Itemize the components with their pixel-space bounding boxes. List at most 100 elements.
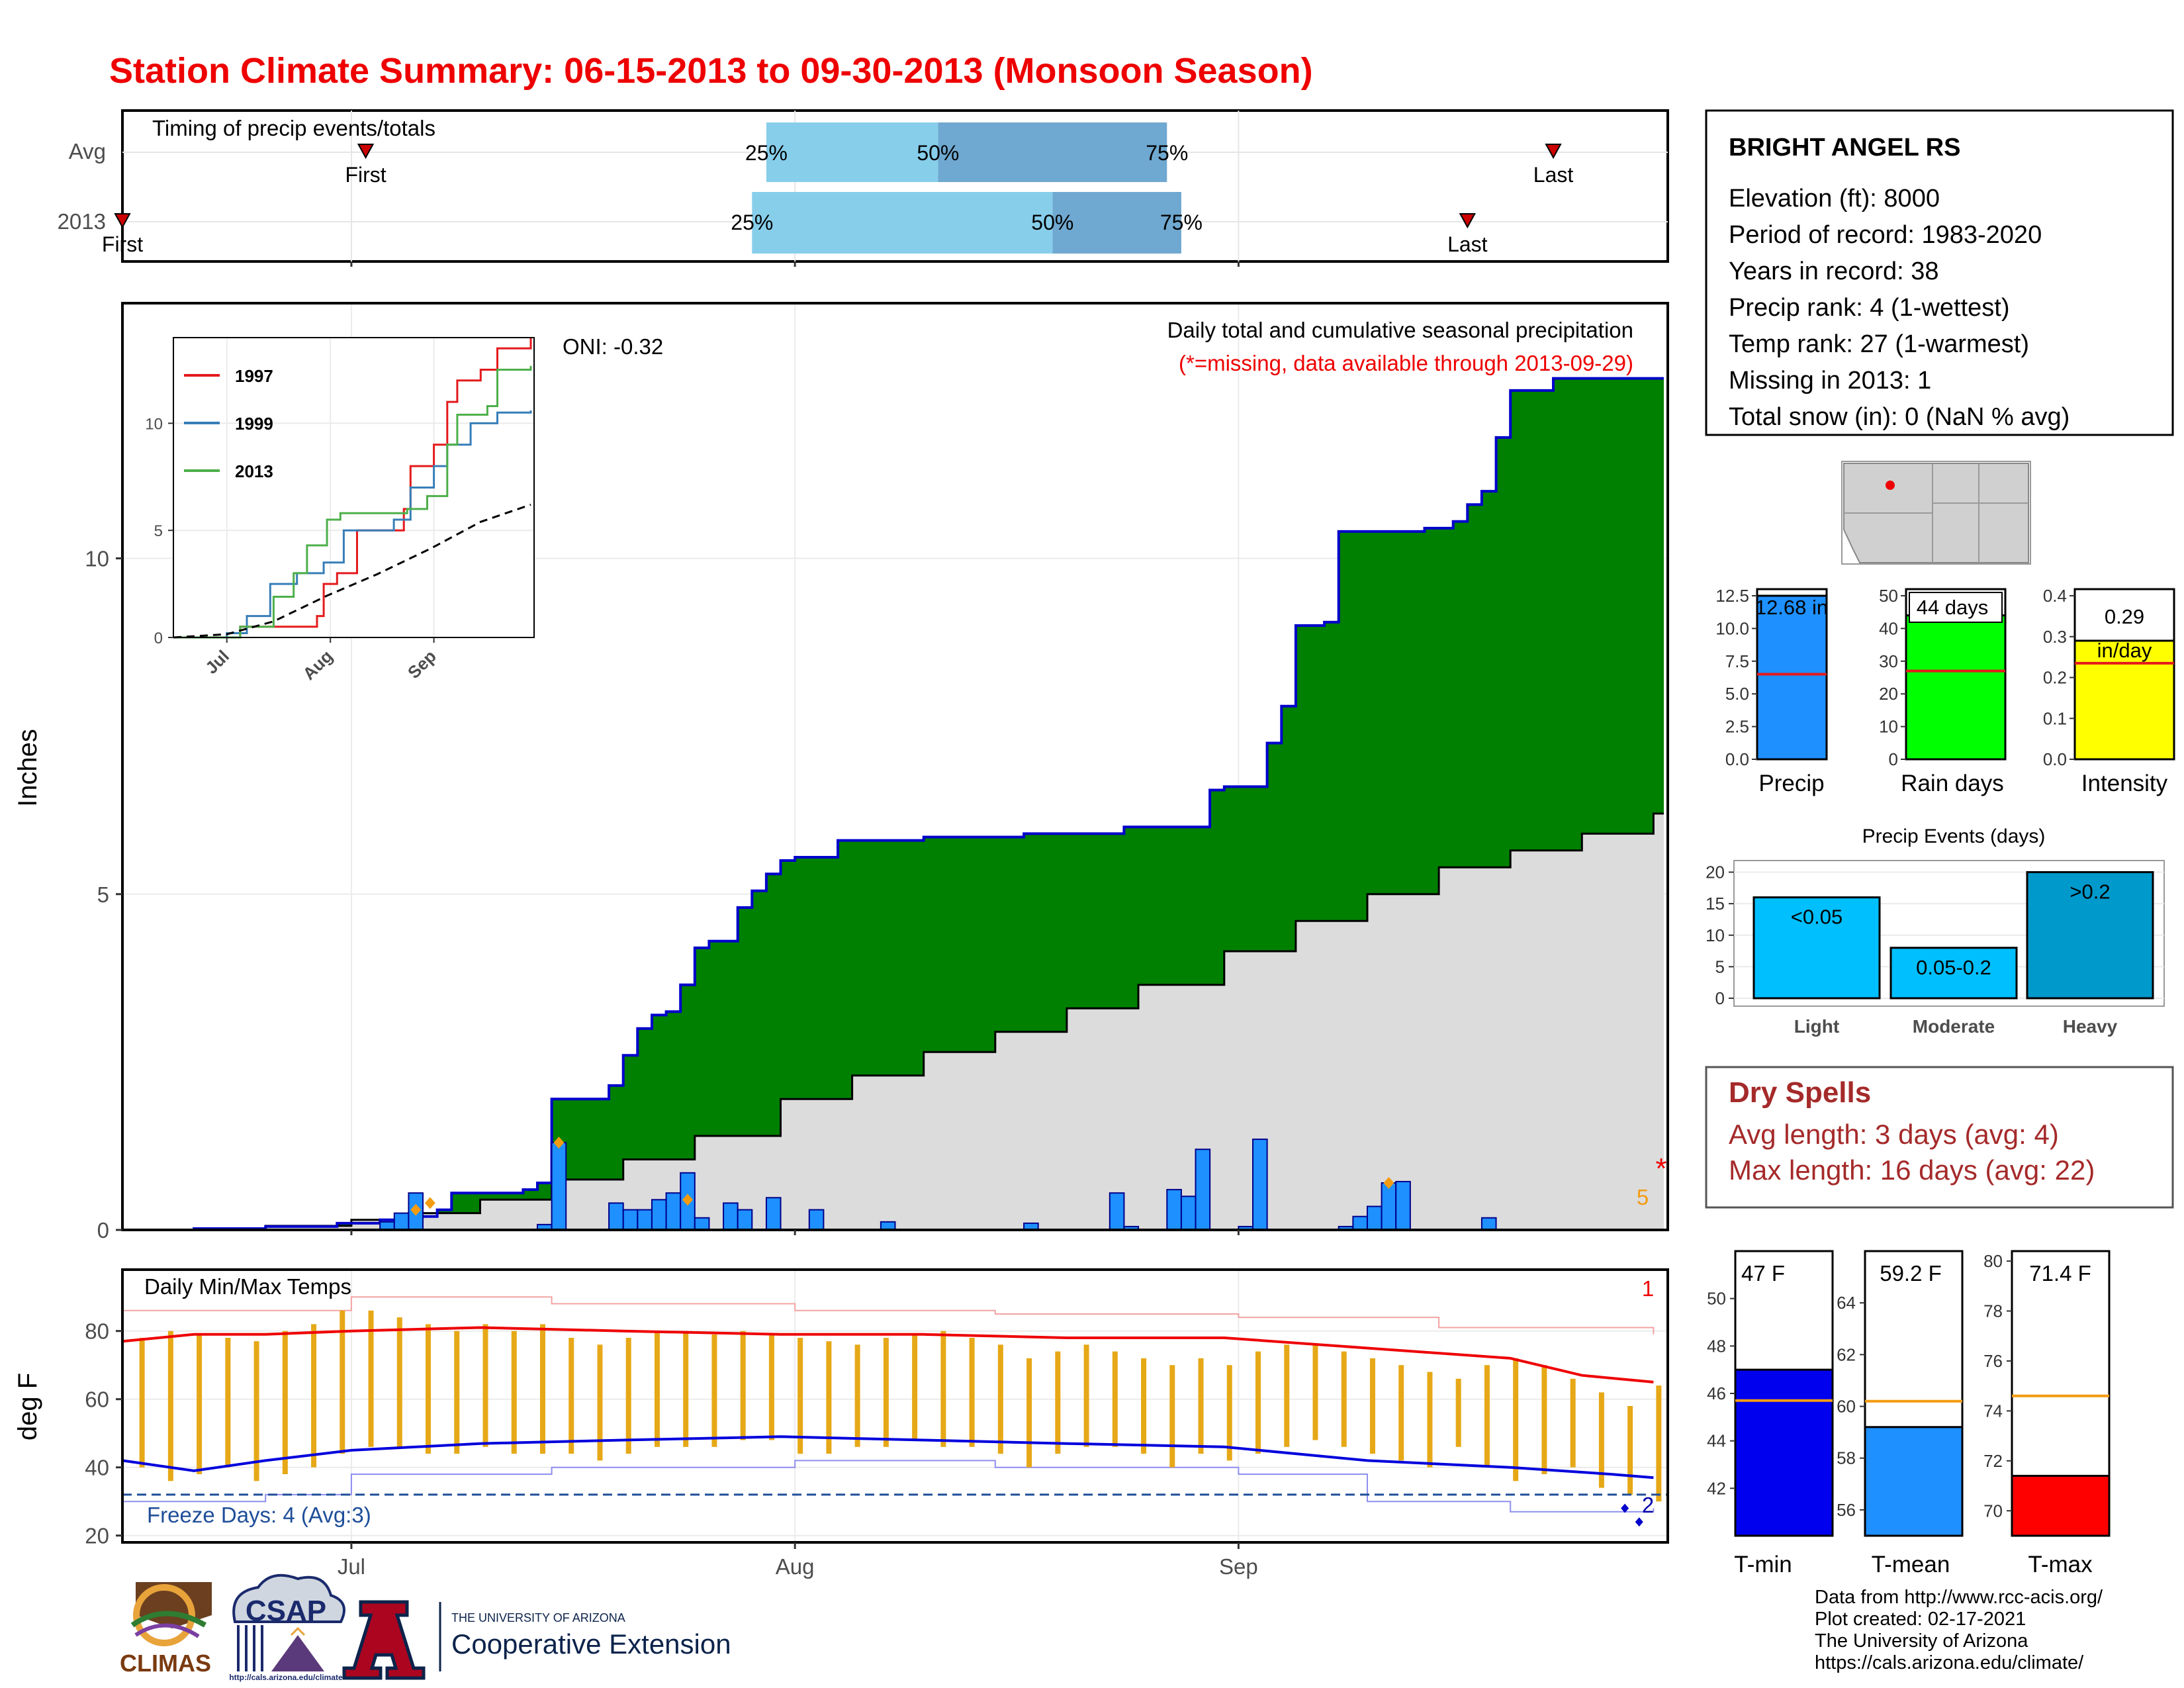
timing-row-avg-label: Avg bbox=[69, 139, 106, 164]
csap-logo-url: http://cals.arizona.edu/climate bbox=[229, 1673, 343, 1682]
daily-temp-range bbox=[1198, 1358, 1204, 1454]
daily-precip-bar bbox=[1381, 1182, 1397, 1231]
daily-temp-range bbox=[1513, 1358, 1519, 1481]
rain-days-y-tick-5: 50 bbox=[1879, 586, 1898, 606]
precip-event-bar-label-0: <0.05 bbox=[1791, 906, 1843, 929]
daily-temp-range bbox=[625, 1338, 631, 1454]
temp-y-axis-label: deg F bbox=[13, 1373, 42, 1440]
daily-temp-range bbox=[1083, 1344, 1089, 1447]
tmin-summary-label: T-min bbox=[1734, 1552, 1792, 1577]
daily-precip-bar bbox=[765, 1197, 782, 1231]
tmean-y-tick-60: 60 bbox=[1837, 1397, 1856, 1417]
intensity-y-tick-3: 0.3 bbox=[2043, 627, 2067, 647]
inset-line-average bbox=[173, 503, 531, 639]
precip-events-title: Precip Events (days) bbox=[1862, 825, 2046, 847]
timing-2013-first-label: First bbox=[102, 232, 143, 256]
temp-summary-bars: 42 44 46 48 50 56 58 60 62 64 70 72 74 76 78 80 47 F 59… bbox=[1707, 1250, 2111, 1577]
daily-temp-range bbox=[1141, 1358, 1147, 1454]
precip-event-bar-moderate bbox=[1889, 947, 2018, 1000]
daily-temp-range bbox=[768, 1334, 774, 1440]
timing-2013-last-marker bbox=[1459, 213, 1477, 229]
precip-summary-label: Precip bbox=[1758, 771, 1824, 796]
rain-days-summary-label: Rain days bbox=[1901, 771, 2004, 796]
tmax-y-tick-76: 76 bbox=[1983, 1351, 2003, 1371]
daily-temp-range bbox=[826, 1341, 832, 1454]
rain-days-summary-value: 44 days bbox=[1917, 596, 1989, 619]
daily-temp-range bbox=[1284, 1344, 1290, 1447]
station-name: BRIGHT ANGEL RS bbox=[1729, 134, 1960, 162]
daily-temp-range bbox=[1055, 1351, 1061, 1454]
dry-spells-avg: Avg length: 3 days (avg: 4) bbox=[1729, 1119, 2059, 1150]
daily-temp-range bbox=[1398, 1365, 1404, 1461]
station-location-dot bbox=[1886, 481, 1895, 490]
intensity-summary-label: Intensity bbox=[2081, 771, 2168, 796]
intensity-y-tick-1: 0.1 bbox=[2043, 708, 2067, 728]
tmax-summary-bar bbox=[2011, 1474, 2111, 1537]
precip-event-marker bbox=[682, 1194, 694, 1206]
daily-temp-range bbox=[1627, 1406, 1633, 1495]
daily-precip-bar bbox=[1195, 1149, 1211, 1231]
daily-temp-range bbox=[482, 1324, 488, 1447]
tmax-y-tick-78: 78 bbox=[1983, 1301, 2003, 1321]
temp-panel: Daily Min/Max Temps Freeze Days: 4 (Avg:… bbox=[13, 261, 1669, 1579]
timing-row-2013-label: 2013 bbox=[58, 209, 106, 234]
tmean-summary-value: 59.2 F bbox=[1880, 1261, 1942, 1286]
daily-temp-range bbox=[454, 1331, 460, 1454]
daily-temp-range bbox=[282, 1331, 288, 1474]
temp-y-tick-40: 40 bbox=[85, 1456, 109, 1480]
events-y-tick-15: 15 bbox=[1706, 894, 1725, 914]
precip-annotation-missing: (*=missing, data available through 2013-… bbox=[1179, 351, 1633, 375]
daily-precip-bar bbox=[1166, 1189, 1182, 1231]
daily-temp-range bbox=[711, 1334, 717, 1447]
station-years: Years in record: 38 bbox=[1729, 258, 1939, 285]
daily-temp-range bbox=[1226, 1365, 1232, 1461]
daily-precip-bar bbox=[1180, 1196, 1197, 1231]
csap-logo: CSAP http://cals.arizona.edu/climate bbox=[229, 1573, 345, 1682]
freeze-day-marker bbox=[1621, 1503, 1629, 1513]
footer: Data from http://www.rcc-acis.org/ Plot … bbox=[120, 1573, 2103, 1682]
station-elevation: Elevation (ft): 8000 bbox=[1729, 185, 1940, 212]
daily-temp-range bbox=[797, 1338, 803, 1454]
timing-2013-p75-label: 75% bbox=[1160, 211, 1203, 234]
inset-legend-label-1997: 1997 bbox=[235, 366, 273, 386]
daily-temp-range bbox=[1341, 1351, 1347, 1447]
precip-y-axis-label: Inches bbox=[13, 729, 42, 807]
precip-y-tick-3: 7.5 bbox=[1725, 651, 1749, 671]
summary-bars: Precip Rain days Intensity 0.0 2.5 5.0 7.5 1… bbox=[1715, 586, 2175, 796]
rain-days-y-tick-3: 30 bbox=[1879, 651, 1898, 671]
events-y-tick-0: 0 bbox=[1715, 988, 1725, 1008]
timing-2013-first-marker bbox=[114, 213, 131, 229]
daily-precip-bar bbox=[737, 1209, 753, 1231]
intensity-y-tick-0: 0.0 bbox=[2043, 749, 2067, 769]
temp-y-tick-80: 80 bbox=[85, 1319, 109, 1344]
precip-y-tick-10: 10 bbox=[85, 547, 109, 571]
precip-annotation-title: Daily total and cumulative seasonal prec… bbox=[1167, 318, 1633, 342]
record-high-line bbox=[122, 1296, 1655, 1335]
timing-avg-p25-label: 25% bbox=[745, 141, 788, 165]
timing-avg-first-marker bbox=[357, 144, 375, 160]
tmax-summary-value: 71.4 F bbox=[2029, 1261, 2091, 1286]
timing-avg-p50-label: 50% bbox=[917, 141, 959, 165]
daily-temp-range bbox=[167, 1331, 173, 1481]
daily-temp-range bbox=[740, 1331, 746, 1440]
temp-corner-bottom: 2 bbox=[1642, 1493, 1654, 1517]
footer-plot-created: Plot created: 02-17-2021 bbox=[1815, 1609, 2026, 1630]
daily-temp-range bbox=[1112, 1351, 1118, 1447]
climas-logo-text: CLIMAS bbox=[120, 1650, 211, 1677]
location-map bbox=[1841, 461, 2031, 565]
tmin-y-tick-42: 42 bbox=[1707, 1478, 1726, 1498]
inset-legend-label-1999: 1999 bbox=[235, 414, 273, 434]
daily-temp-range bbox=[396, 1317, 402, 1447]
timing-bar-avg-25-50 bbox=[766, 122, 938, 182]
daily-temp-range bbox=[1026, 1358, 1032, 1468]
intensity-summary-value: 0.29 bbox=[2105, 605, 2144, 628]
daily-temp-range bbox=[1484, 1365, 1490, 1468]
precip-event-bar-label-1: 0.05-0.2 bbox=[1916, 956, 1991, 979]
timing-avg-last-marker bbox=[1545, 144, 1562, 160]
daily-precip-bar bbox=[694, 1217, 710, 1231]
precip-y-tick-4: 10.0 bbox=[1715, 618, 1749, 638]
daily-temp-range bbox=[912, 1334, 918, 1440]
dry-spells-title: Dry Spells bbox=[1729, 1076, 1871, 1109]
daily-temp-range bbox=[597, 1344, 603, 1461]
